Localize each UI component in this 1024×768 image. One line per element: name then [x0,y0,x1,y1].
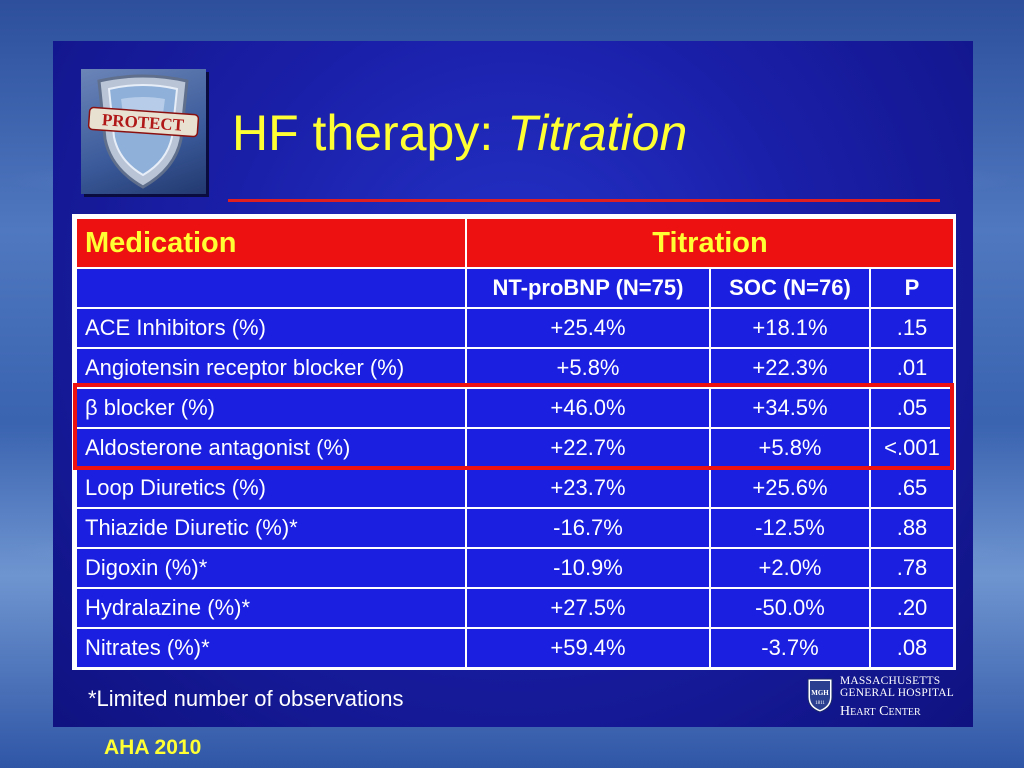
table-row: Thiazide Diuretic (%)* -16.7% -12.5% .88 [75,507,956,549]
table-row: Loop Diuretics (%) +23.7% +25.6% .65 [75,467,956,509]
cell-medication: Aldosterone antagonist (%) [75,427,467,469]
cell-ntprobnp: -16.7% [465,507,711,549]
cell-p: .05 [868,387,956,429]
cell-soc: +2.0% [709,547,871,589]
protect-logo: PROTECT [81,69,206,194]
table-row: Digoxin (%)* -10.9% +2.0% .78 [75,547,956,589]
titration-table-container: Medication Titration NT-proBNP (N=75) SO… [72,214,956,670]
table-row: Angiotensin receptor blocker (%) +5.8% +… [75,347,956,389]
table-header-row: Medication Titration [75,217,956,269]
subheader-blank [75,267,467,309]
cell-medication: Nitrates (%)* [75,627,467,669]
cell-soc: +22.3% [709,347,871,389]
mgh-shield-year: 1811 [815,701,825,706]
subheader-soc: SOC (N=76) [709,267,871,309]
footnote: *Limited number of observations [88,686,404,711]
cell-medication: Angiotensin receptor blocker (%) [75,347,467,389]
table-row: ACE Inhibitors (%) +25.4% +18.1% .15 [75,307,956,349]
cell-p: .20 [868,587,956,629]
table-row-highlighted: β blocker (%) +46.0% +34.5% .05 [75,387,956,429]
cell-soc: -50.0% [709,587,871,629]
mgh-shield-text: MGH [811,689,829,697]
mgh-line3: Heart Center [840,704,921,719]
table-subheader-row: NT-proBNP (N=75) SOC (N=76) P [75,267,956,309]
cell-ntprobnp: -10.9% [465,547,711,589]
table-row: Nitrates (%)* +59.4% -3.7% .08 [75,627,956,669]
cell-p: .08 [868,627,956,669]
cell-soc: -3.7% [709,627,871,669]
cell-ntprobnp: +27.5% [465,587,711,629]
cell-ntprobnp: +5.8% [465,347,711,389]
title-emphasis: Titration [507,105,688,161]
title-prefix: HF therapy: [232,105,508,161]
cell-medication: Loop Diuretics (%) [75,467,467,509]
cell-ntprobnp: +59.4% [465,627,711,669]
titration-table: Medication Titration NT-proBNP (N=75) SO… [75,217,956,669]
cell-medication: Thiazide Diuretic (%)* [75,507,467,549]
cell-ntprobnp: +25.4% [465,307,711,349]
table-row-highlighted: Aldosterone antagonist (%) +22.7% +5.8% … [75,427,956,469]
cell-medication: ACE Inhibitors (%) [75,307,467,349]
header-medication: Medication [75,217,467,269]
mgh-line2: GENERAL HOSPITAL [840,687,954,699]
mgh-text: MASSACHUSETTS GENERAL HOSPITAL Heart Cen… [840,675,954,719]
shield-icon: PROTECT [87,74,200,189]
mgh-shield-icon: MGH 1811 [807,678,833,713]
cell-ntprobnp: +23.7% [465,467,711,509]
cell-p: .15 [868,307,956,349]
cell-p: .78 [868,547,956,589]
cell-p: .88 [868,507,956,549]
cell-ntprobnp: +22.7% [465,427,711,469]
mgh-logo: MGH 1811 MASSACHUSETTS GENERAL HOSPITAL … [806,675,972,727]
subheader-p: P [868,267,956,309]
header-titration: Titration [464,217,956,269]
cell-medication: Hydralazine (%)* [75,587,467,629]
cell-p: .65 [868,467,956,509]
cell-p: <.001 [868,427,956,469]
cell-medication: Digoxin (%)* [75,547,467,589]
source-label: AHA 2010 [104,736,202,759]
page-title: HF therapy: Titration [232,104,687,162]
cell-soc: +25.6% [709,467,871,509]
title-underline [228,199,940,202]
cell-soc: +34.5% [709,387,871,429]
cell-soc: -12.5% [709,507,871,549]
cell-soc: +5.8% [709,427,871,469]
mgh-line1: MASSACHUSETTS [840,675,941,687]
cell-soc: +18.1% [709,307,871,349]
subheader-ntprobnp: NT-proBNP (N=75) [465,267,711,309]
cell-ntprobnp: +46.0% [465,387,711,429]
cell-medication: β blocker (%) [75,387,467,429]
table-row: Hydralazine (%)* +27.5% -50.0% .20 [75,587,956,629]
cell-p: .01 [868,347,956,389]
